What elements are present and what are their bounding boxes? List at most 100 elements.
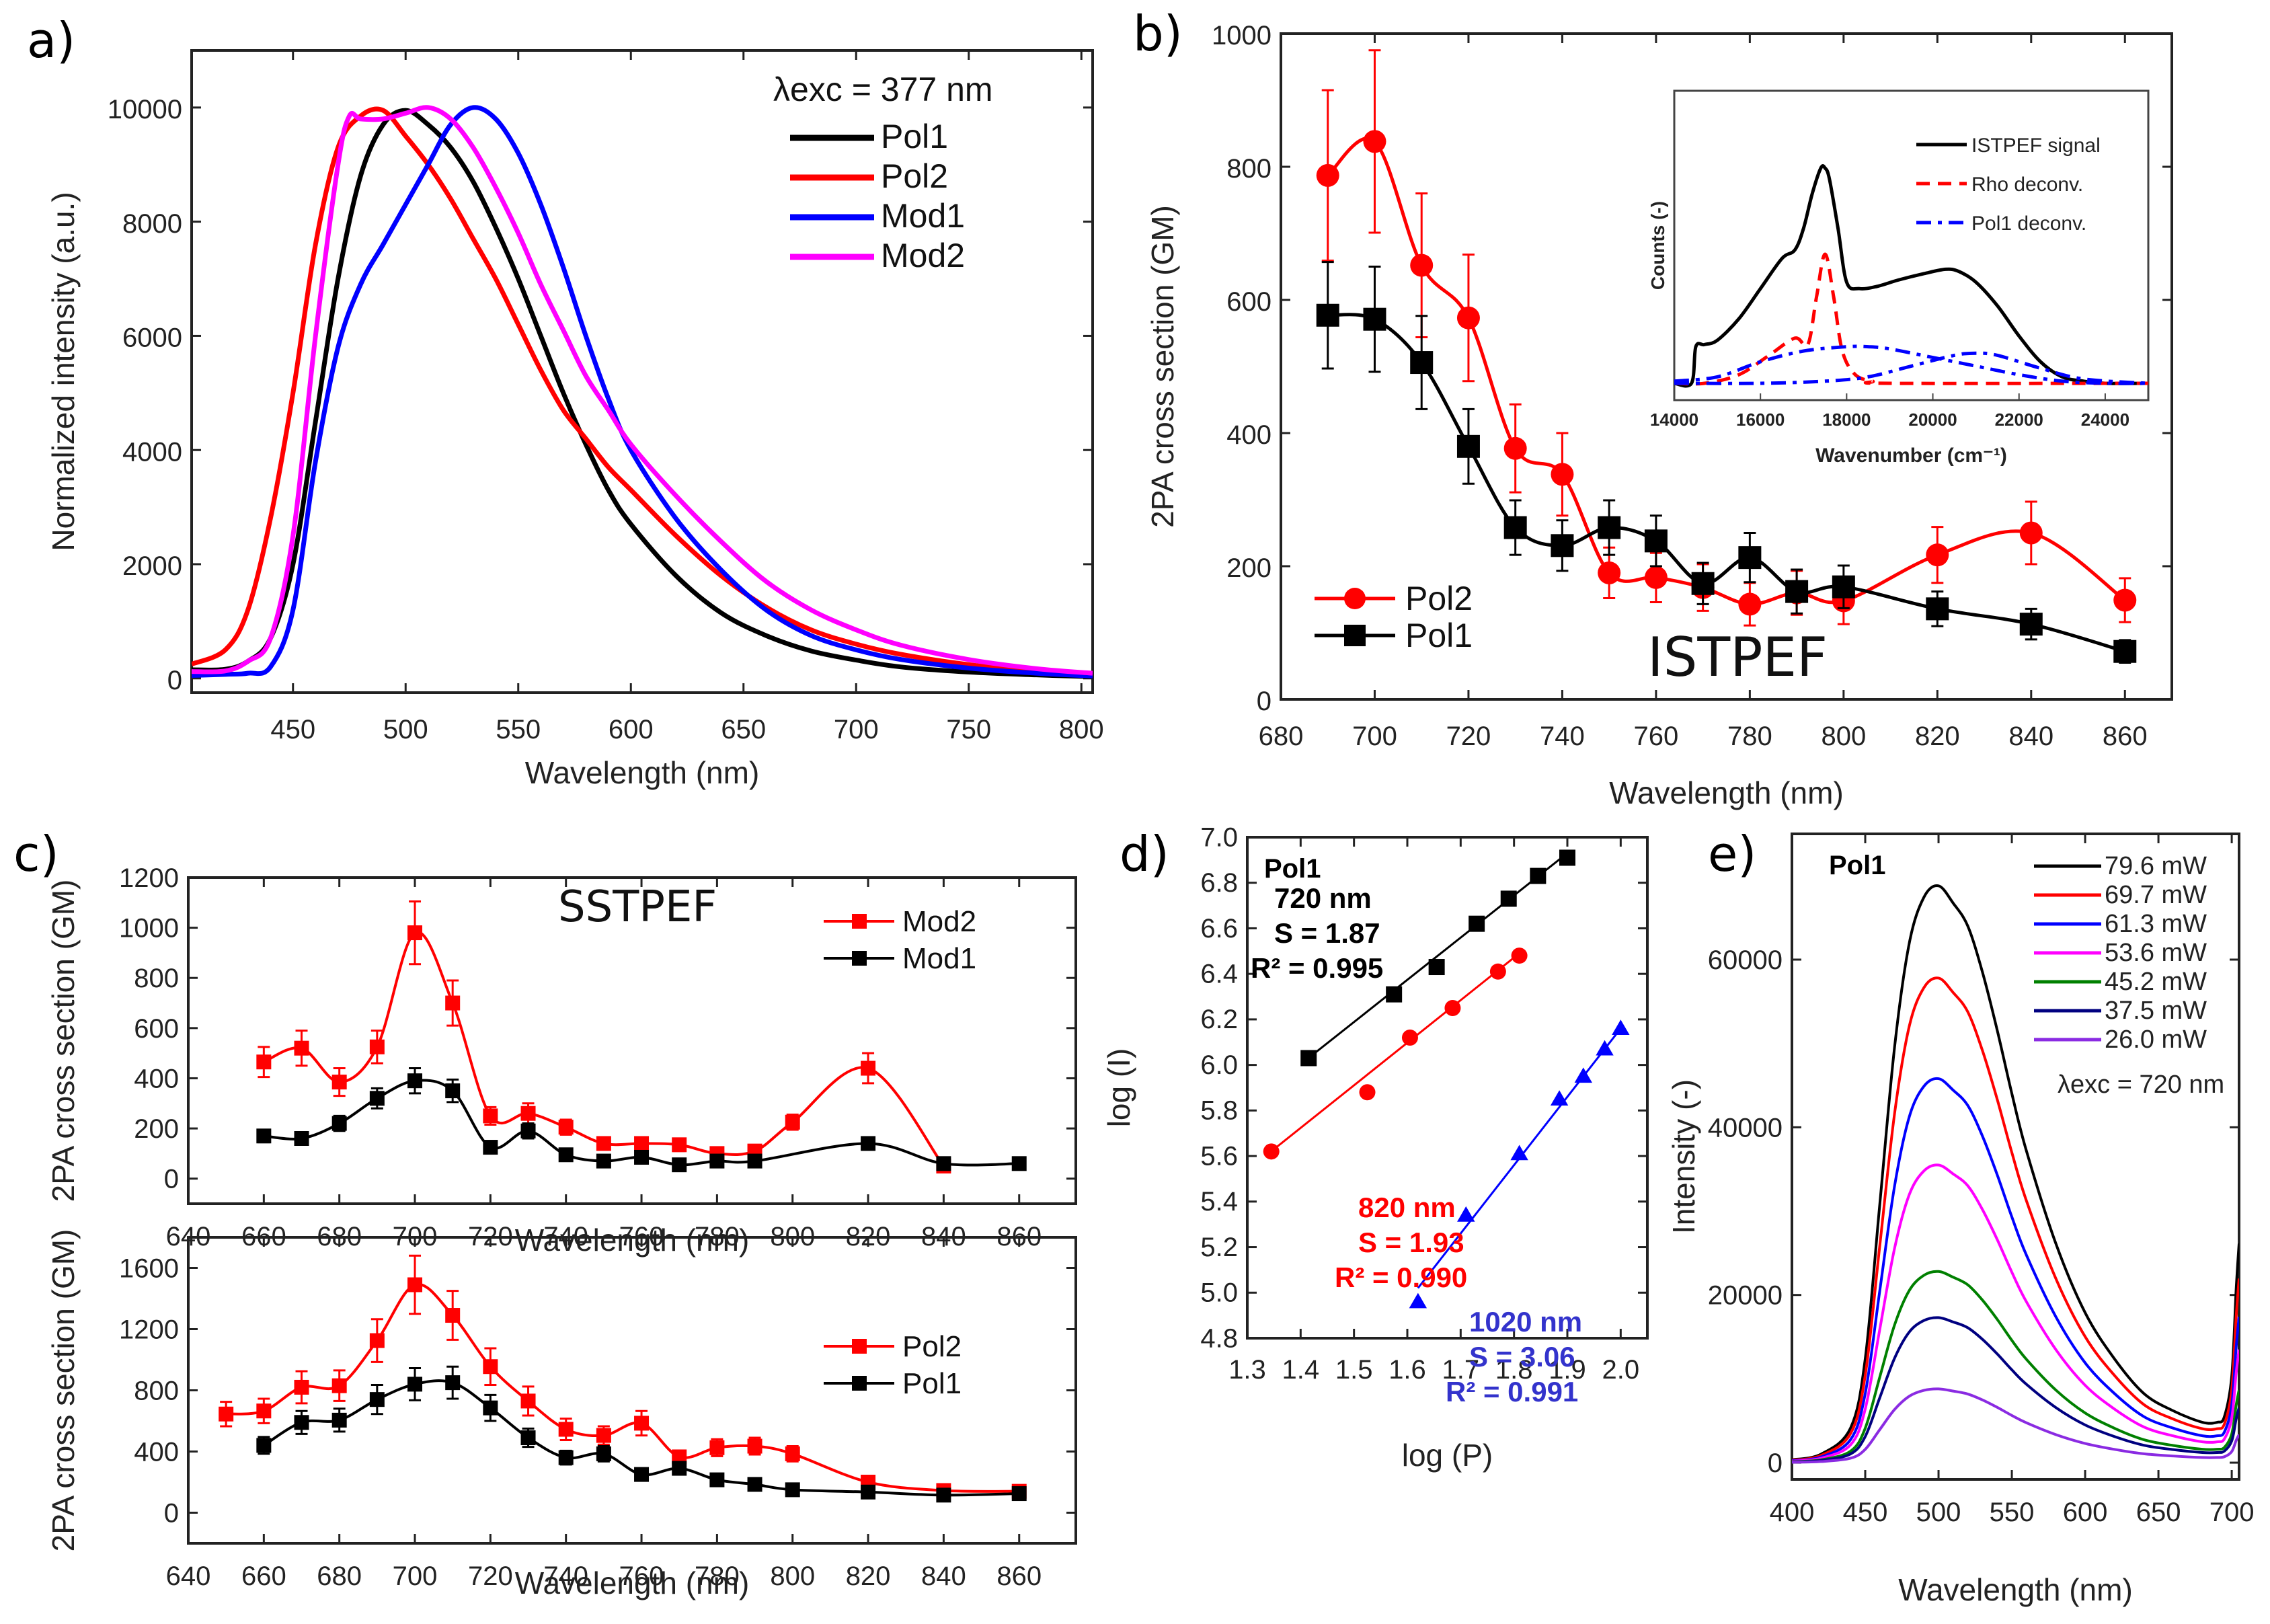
x-tick-label: 500 (383, 715, 428, 744)
method-annotation: ISTPEF (1647, 626, 1828, 689)
y-tick-label: 5.6 (1200, 1141, 1238, 1171)
legend-label: Pol2 (881, 157, 948, 195)
series-line-37.5 mW (1792, 1316, 2239, 1463)
series-line-53.6 mW (1792, 1163, 2239, 1463)
data-point-Pol1 (520, 1430, 536, 1446)
data-point-Pol2 (1410, 254, 1434, 277)
legend-label: Mod1 (881, 197, 965, 235)
data-point-Pol1 (1691, 572, 1715, 595)
x-tick-label: 860 (996, 1561, 1042, 1591)
data-point-Pol1 (1503, 516, 1527, 539)
plot-frame (190, 49, 1094, 694)
y-tick-label: 5.0 (1200, 1278, 1238, 1308)
chart-e: 400 450 500 550 600 650 700 0 20000 40000 60000 Wav… (1666, 826, 2254, 1607)
series-line-Mod2 (192, 105, 1093, 676)
x-tick-label: 740 (543, 1561, 588, 1591)
panel-label: e) (1708, 826, 1756, 882)
data-point-Pol1 (747, 1477, 762, 1492)
legend-label: Mod2 (902, 905, 976, 938)
x-tick-label: 700 (834, 715, 879, 744)
data-point (1596, 1040, 1614, 1056)
inset-frame (1673, 89, 2150, 401)
data-point-Mod1 (445, 1083, 461, 1099)
legend-marker (1344, 625, 1366, 646)
data-point-Pol2 (219, 1406, 234, 1422)
legend-label: Mod2 (881, 237, 965, 274)
y-axis-label: 2PA cross section (GM) (46, 1229, 81, 1552)
r2-label: R² = 0.991 (1446, 1376, 1578, 1407)
data-point-Pol1 (1456, 434, 1480, 458)
x-tick-label: 550 (1990, 1498, 2035, 1527)
series-line-Mod2 (263, 931, 945, 1167)
data-point-Mod2 (672, 1137, 687, 1153)
x-tick-label: 840 (921, 1561, 966, 1591)
y-tick-label: 0 (1768, 1448, 1783, 1478)
x-tick-label: 640 (166, 1561, 211, 1591)
x-axis-label: Wavelength (nm) (1898, 1572, 2133, 1607)
series-line-26.0 mW (1792, 1387, 2239, 1464)
data-point-Mod2 (483, 1108, 498, 1124)
inset-y-axis-label: Counts (-) (1647, 201, 1668, 290)
data-point-Mod1 (483, 1140, 498, 1155)
data-point-Pol1 (596, 1446, 611, 1461)
inset-x-tick-label: 18000 (1822, 410, 1871, 430)
panel-label: c) (13, 826, 59, 882)
series-line-79.6 mW (1792, 884, 2239, 1461)
y-tick-label: 7.0 (1200, 822, 1238, 852)
x-axis-label: Wavelength (nm) (525, 755, 760, 790)
x-tick-label: 760 (1634, 722, 1679, 751)
inset-series-dashed (1674, 252, 2149, 386)
data-point-Mod1 (709, 1153, 725, 1169)
y-tick-label: 4.8 (1200, 1323, 1238, 1353)
slope-label: S = 1.93 (1358, 1227, 1464, 1258)
inset-series-dashdot (1674, 344, 2149, 385)
method-annotation: SSTPEF (558, 882, 717, 932)
legend-label: Pol2 (902, 1330, 962, 1363)
data-point-Mod2 (861, 1060, 876, 1076)
data-point-Pol1 (1785, 580, 1809, 603)
y-tick-label: 10000 (108, 95, 182, 124)
panel-label: a) (27, 12, 75, 69)
data-point-Mod2 (596, 1136, 611, 1151)
x-tick-label: 780 (1727, 722, 1772, 751)
x-tick-label: 800 (1821, 722, 1866, 751)
plot-area (192, 105, 1093, 679)
y-tick-label: 6.4 (1200, 959, 1238, 989)
inset-x-tick-label: 14000 (1650, 410, 1698, 430)
inset-x-tick-label: 22000 (1995, 410, 2043, 430)
series-line-Pol2 (192, 106, 1093, 678)
inset-x-tick-label: 24000 (2081, 410, 2129, 430)
chart-c-top: 640 660 680 700 720 740 760 780 800 820 840 8600200… (13, 826, 1077, 1258)
x-tick-label: 500 (1916, 1498, 1961, 1527)
data-point-Mod2 (407, 925, 423, 941)
y-tick-label: 1000 (1212, 21, 1271, 50)
x-tick-label: 700 (1352, 722, 1397, 751)
data-point-Mod1 (596, 1153, 611, 1169)
fit-line-820 nm (1273, 952, 1520, 1151)
y-tick-label: 600 (1226, 287, 1271, 317)
data-point-Mod1 (331, 1116, 347, 1131)
data-point-Pol1 (634, 1467, 650, 1482)
y-tick-label: 6.2 (1200, 1005, 1238, 1034)
x-tick-label: 840 (2008, 722, 2053, 751)
y-tick-label: 4000 (122, 437, 182, 467)
y-axis-label: Intensity (-) (1666, 1079, 1701, 1234)
data-point-Pol2 (2113, 588, 2137, 612)
series-line-61.3 mW (1792, 1077, 2239, 1463)
data-point-Pol1 (1363, 307, 1386, 331)
y-tick-label: 5.4 (1200, 1187, 1238, 1216)
y-tick-label: 0 (164, 1499, 179, 1529)
data-point-Pol1 (256, 1438, 272, 1453)
data-point (1359, 1084, 1376, 1101)
legend-label: 61.3 mW (2105, 910, 2207, 938)
data-point (1550, 1090, 1569, 1106)
data-point (1300, 1050, 1317, 1067)
x-tick-label: 400 (1770, 1498, 1815, 1527)
data-point-Pol2 (445, 1308, 461, 1323)
data-point-Pol2 (558, 1422, 574, 1437)
y-tick-label: 800 (134, 964, 179, 993)
inset-x-axis-label: Wavenumber (cm⁻¹) (1815, 444, 2007, 467)
data-point-Mod2 (445, 995, 461, 1011)
data-point-Pol1 (483, 1400, 498, 1416)
x-tick-label: 820 (846, 1561, 891, 1591)
